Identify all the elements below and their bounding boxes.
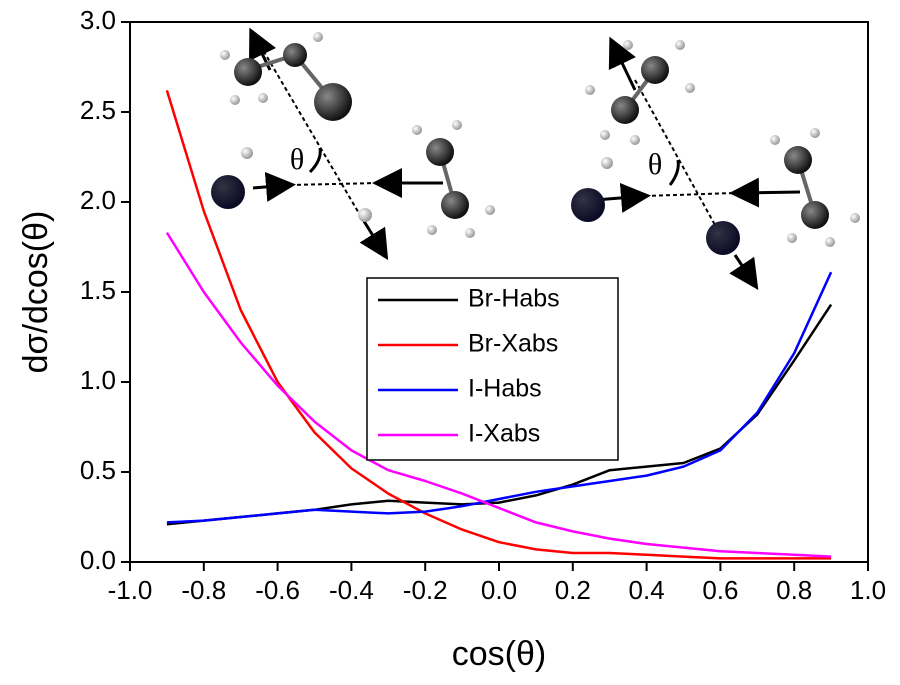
molecule-left xyxy=(211,27,495,261)
legend-box xyxy=(366,277,619,461)
y-tick-label: 2.0 xyxy=(80,185,116,215)
x-tick-label: 1.0 xyxy=(850,575,886,605)
x-tick-label: 0.6 xyxy=(702,575,738,605)
x-tick-label: -0.4 xyxy=(329,575,374,605)
legend-label: Br-Xabs xyxy=(468,330,558,358)
x-tick-label: 0.0 xyxy=(481,575,517,605)
series-line xyxy=(166,271,833,524)
legend: Br-Habs Br-Xabs I-Habs I-Xabs xyxy=(366,277,619,461)
plot-area xyxy=(121,21,869,571)
annotation: θ xyxy=(290,143,304,176)
y-tick-label: 2.5 xyxy=(80,95,116,125)
series-line xyxy=(165,231,832,558)
x-tick-label: 0.8 xyxy=(776,575,812,605)
x-tick-label: -1.0 xyxy=(108,575,153,605)
x-tick-label: -0.6 xyxy=(255,575,300,605)
y-tick-label: 3.0 xyxy=(80,5,116,35)
legend-label: I-Xabs xyxy=(468,420,540,448)
y-tick-label: 0.0 xyxy=(80,545,116,575)
molecule-right xyxy=(571,36,860,290)
x-tick-label: 0.4 xyxy=(629,575,665,605)
x-tick-label: 0.2 xyxy=(555,575,591,605)
series-line xyxy=(165,90,832,560)
legend-label: Br-Habs xyxy=(468,285,560,313)
x-tick-label: -0.2 xyxy=(403,575,448,605)
x-tick-label: -0.8 xyxy=(181,575,226,605)
x-axis-label: cos(θ) xyxy=(452,635,546,673)
y-axis-label: dσ/dcos(θ) xyxy=(17,211,55,374)
y-tick-label: 0.5 xyxy=(80,455,116,485)
annotation: θ xyxy=(648,148,662,181)
y-tick-label: 1.5 xyxy=(80,275,116,305)
y-tick-label: 1.0 xyxy=(80,365,116,395)
legend-label: I-Habs xyxy=(468,375,542,403)
